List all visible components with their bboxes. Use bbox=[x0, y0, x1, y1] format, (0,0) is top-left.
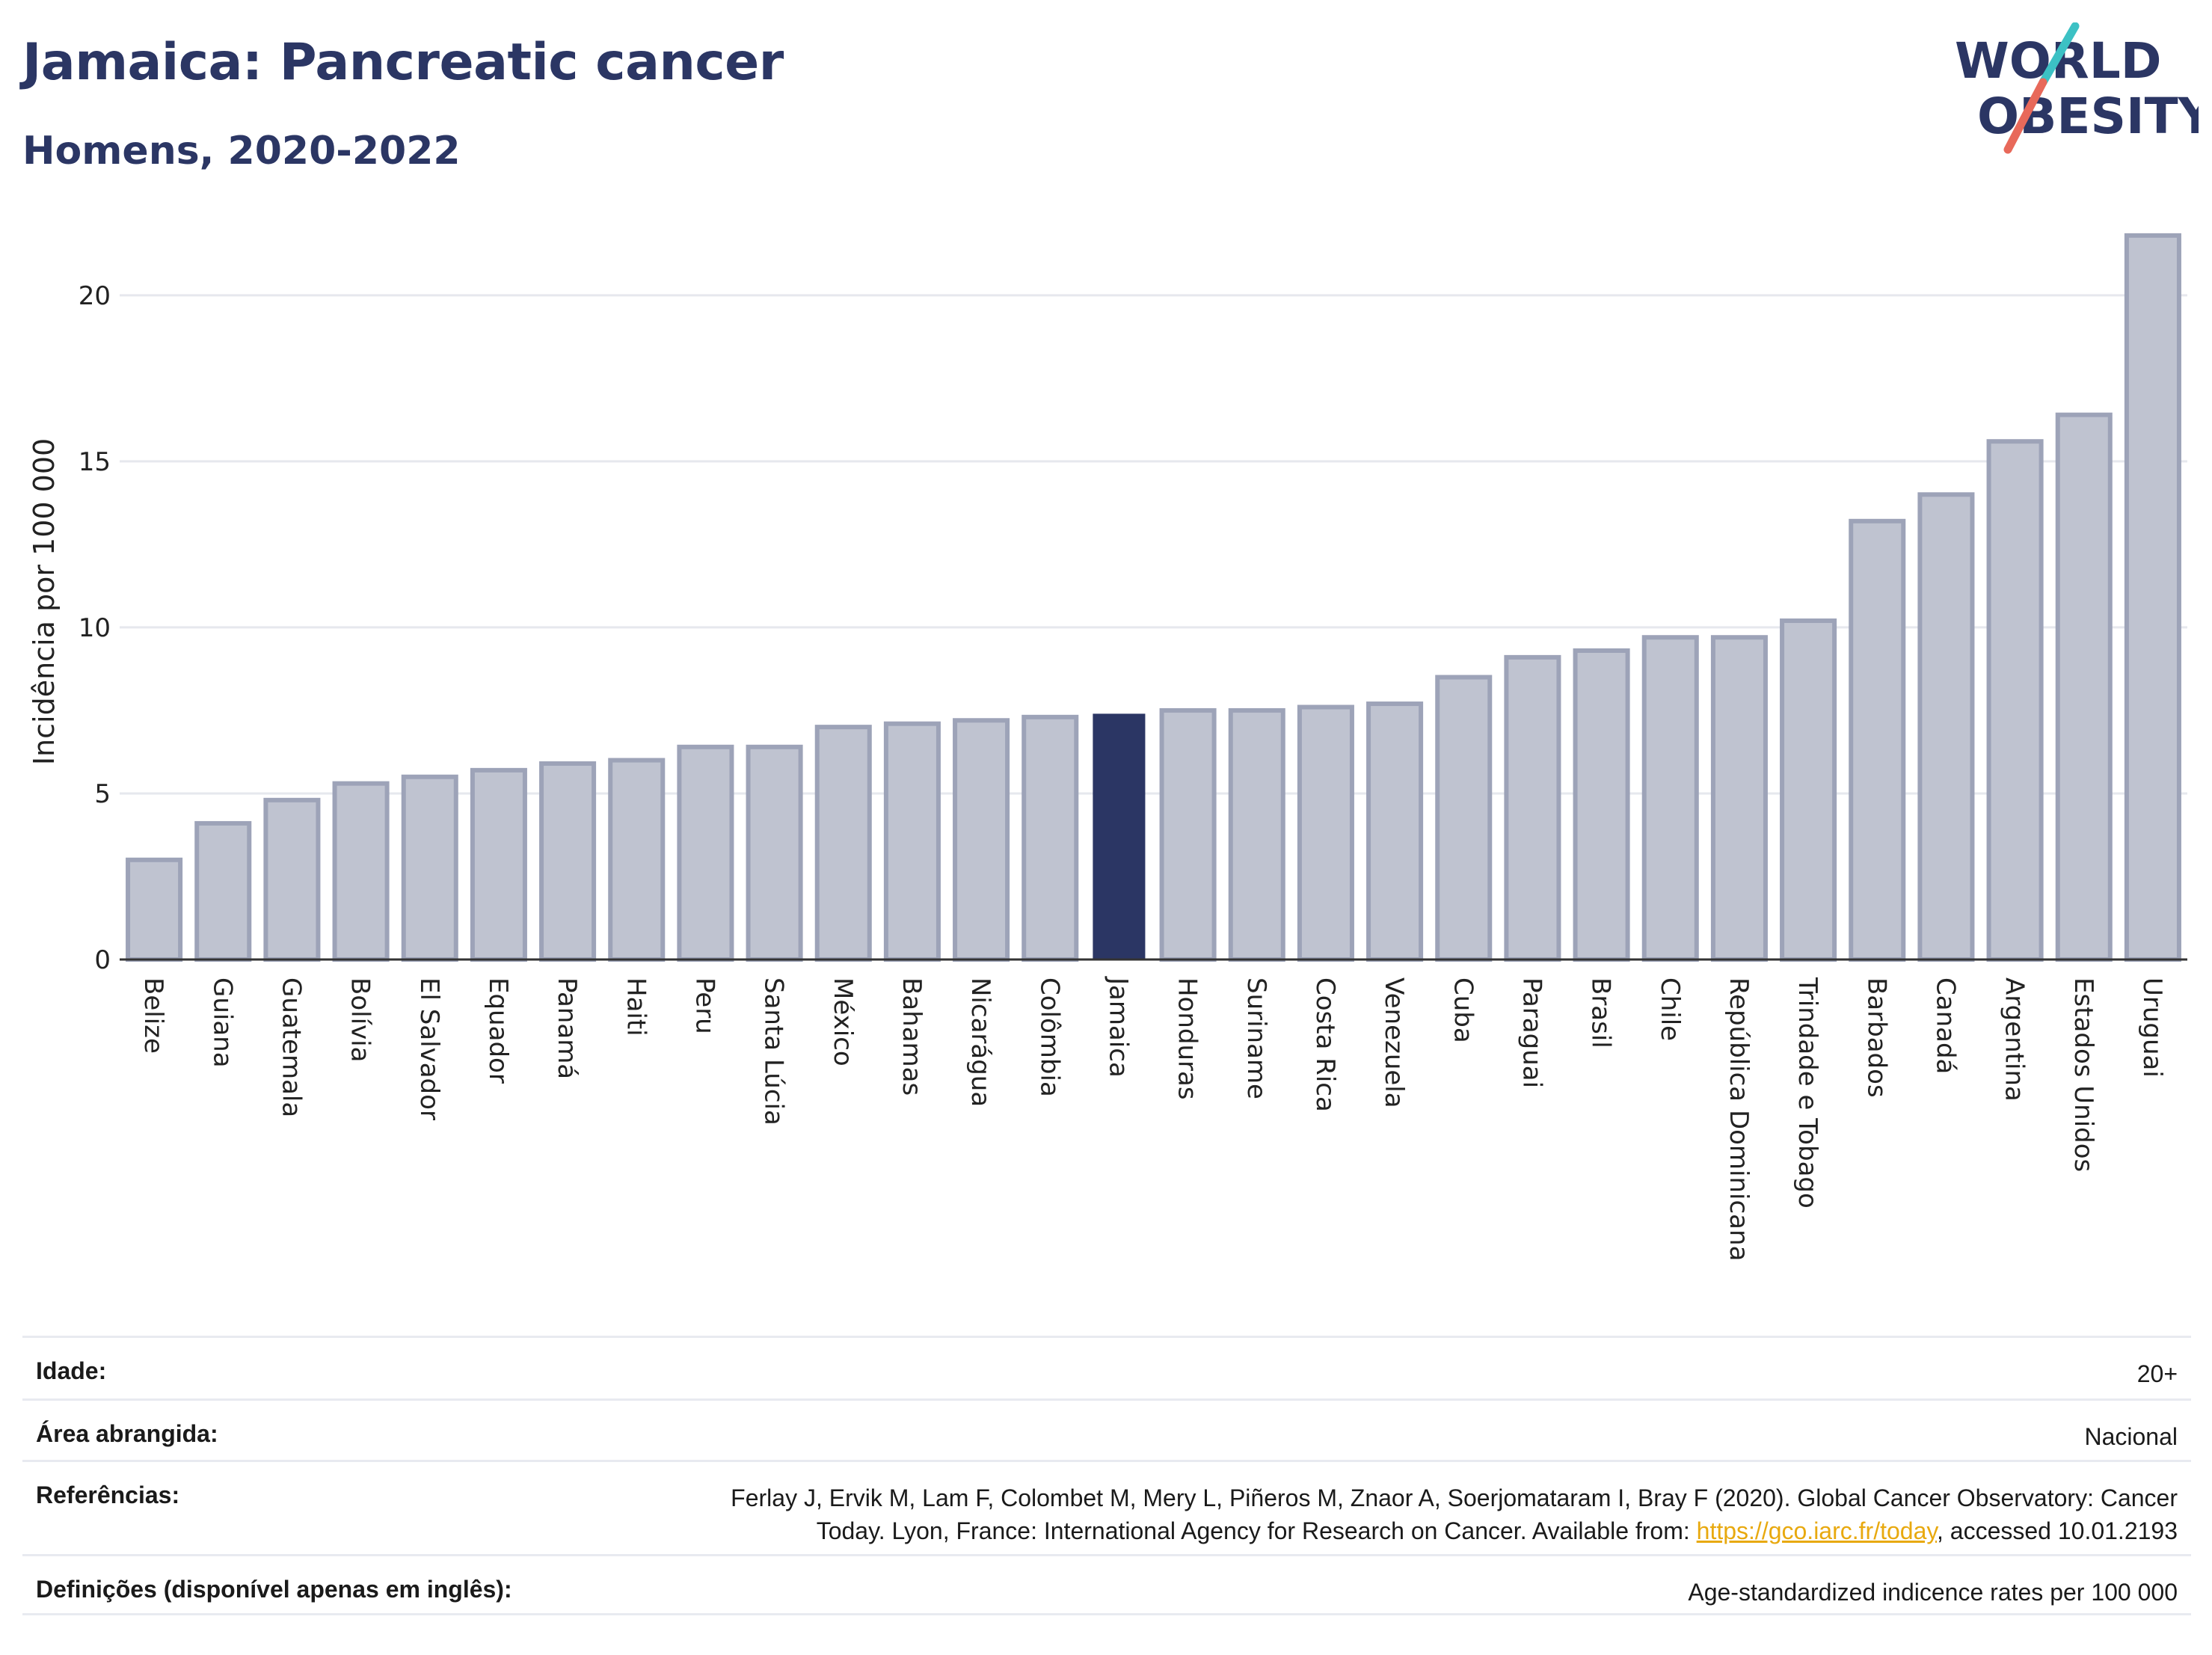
bar-peru bbox=[677, 744, 734, 962]
bar-venezuela bbox=[1366, 701, 1424, 962]
x-tick-label: Jamaica bbox=[1103, 976, 1133, 1078]
age-label: Idade: bbox=[36, 1357, 107, 1384]
logo-slash-icon bbox=[2039, 22, 2080, 87]
bar-guiana bbox=[194, 820, 252, 962]
x-tick-label: Venezuela bbox=[1379, 977, 1409, 1108]
x-tick-label: Argentina bbox=[2000, 977, 2030, 1102]
bar-chart: 0 5 10 15 20 Belize Guiana Guatemala Bolívia El … bbox=[28, 233, 2187, 1261]
x-tick-label: Peru bbox=[689, 977, 719, 1034]
bar-uruguai bbox=[2124, 233, 2181, 962]
bar-panamá bbox=[539, 761, 597, 962]
area-label: Área abrangida: bbox=[36, 1420, 218, 1447]
x-tick-label: Honduras bbox=[1173, 977, 1202, 1100]
x-tick-label: Barbados bbox=[1861, 977, 1891, 1098]
x-tick-label: Suriname bbox=[1241, 977, 1271, 1099]
x-tick-label: México bbox=[828, 977, 858, 1066]
chart-metadata-table: Idade: 20+ Área abrangida: Nacional Refe… bbox=[22, 1336, 2191, 1615]
bar-méxico bbox=[814, 725, 872, 962]
bar-chile bbox=[1641, 635, 1699, 962]
y-tick-label: 10 bbox=[79, 613, 111, 643]
definitions-label: Definições (disponível apenas em inglês)… bbox=[36, 1576, 512, 1603]
world-obesity-logo: WORLD OBESITY bbox=[1955, 22, 2199, 154]
bar-santa-lúcia bbox=[746, 744, 803, 962]
bar-colômbia bbox=[1021, 714, 1079, 962]
x-tick-label: Colômbia bbox=[1034, 977, 1064, 1097]
bar-honduras bbox=[1159, 707, 1217, 962]
x-tick-label: Equador bbox=[483, 977, 513, 1084]
bar-nicarágua bbox=[953, 718, 1010, 962]
metadata-row-references: Referências: Ferlay J, Ervik M, Lam F, C… bbox=[22, 1460, 2191, 1554]
x-tick-label: El Salvador bbox=[414, 977, 444, 1120]
x-tick-label: Belize bbox=[138, 977, 168, 1054]
page-subtitle: Homens, 2020-2022 bbox=[22, 129, 461, 174]
bar-equador bbox=[470, 767, 527, 962]
bar-suriname bbox=[1228, 707, 1285, 962]
bar-brasil bbox=[1573, 648, 1630, 962]
bar-trindade-e-tobago bbox=[1780, 618, 1837, 962]
reference-line-1: Ferlay J, Ervik M, Lam F, Colombet M, Me… bbox=[731, 1484, 2178, 1511]
bar-costa-rica bbox=[1297, 704, 1354, 962]
x-tick-label: Uruguai bbox=[2137, 977, 2167, 1078]
bar-jamaica bbox=[1093, 713, 1146, 959]
bar-bolívia bbox=[332, 781, 390, 962]
x-tick-label: Estados Unidos bbox=[2068, 977, 2098, 1172]
bar-belize bbox=[126, 857, 183, 962]
x-tick-label: Chile bbox=[1655, 977, 1685, 1041]
x-tick-label: República Dominicana bbox=[1724, 977, 1754, 1261]
reference-line-2-start: Today. Lyon, France: International Agenc… bbox=[816, 1517, 1697, 1544]
x-tick-label: Brasil bbox=[1586, 977, 1616, 1048]
bar-república-dominicana bbox=[1710, 635, 1768, 962]
bar-haiti bbox=[608, 758, 666, 962]
y-tick-label: 20 bbox=[79, 281, 111, 311]
x-tick-label: Trindade e Tobago bbox=[1792, 977, 1822, 1209]
y-axis-ticks: 0 5 10 15 20 bbox=[79, 281, 111, 975]
age-value: 20+ bbox=[2136, 1360, 2178, 1387]
x-tick-label: Santa Lúcia bbox=[759, 977, 789, 1126]
metadata-row-area: Área abrangida: Nacional bbox=[22, 1398, 2191, 1460]
x-tick-label: Canadá bbox=[1930, 977, 1960, 1074]
bar-bahamas bbox=[883, 721, 941, 962]
definitions-value: Age-standardized indicence rates per 100… bbox=[1688, 1579, 2178, 1606]
x-tick-label: Costa Rica bbox=[1310, 977, 1340, 1112]
x-tick-label: Bahamas bbox=[897, 977, 927, 1096]
x-tick-label: Nicarágua bbox=[965, 977, 995, 1107]
bar-cuba bbox=[1435, 675, 1493, 962]
x-tick-label: Paraguai bbox=[1517, 977, 1546, 1088]
y-tick-label: 5 bbox=[94, 779, 111, 809]
page-title: Jamaica: Pancreatic cancer bbox=[22, 33, 784, 92]
bar-guatemala bbox=[263, 797, 321, 962]
x-tick-label: Bolívia bbox=[345, 977, 375, 1062]
bar-estados-unidos bbox=[2055, 412, 2113, 962]
references-label: Referências: bbox=[36, 1481, 180, 1508]
x-axis-labels: Belize Guiana Guatemala Bolívia El Salvador E… bbox=[138, 976, 2167, 1261]
bar-canadá bbox=[1917, 492, 1975, 962]
bar-el-salvador bbox=[401, 774, 458, 962]
reference-line-2-end: , accessed 10.01.2193 bbox=[1936, 1517, 2178, 1544]
x-tick-label: Cuba bbox=[1448, 977, 1478, 1043]
logo-slash-lower-icon bbox=[2003, 78, 2047, 154]
reference-link[interactable]: https://gco.iarc.fr/today bbox=[1696, 1517, 1937, 1544]
bar-paraguai bbox=[1504, 654, 1561, 962]
chart-bars bbox=[126, 233, 2181, 962]
y-tick-label: 15 bbox=[79, 447, 111, 477]
area-value: Nacional bbox=[2084, 1423, 2178, 1450]
x-tick-label: Guatemala bbox=[276, 977, 306, 1117]
chart-gridlines bbox=[120, 294, 2187, 795]
metadata-row-age: Idade: 20+ bbox=[22, 1336, 2191, 1398]
bar-barbados bbox=[1849, 518, 1906, 962]
x-tick-label: Panamá bbox=[552, 977, 582, 1079]
x-tick-label: Haiti bbox=[621, 977, 651, 1037]
references-value: Ferlay J, Ervik M, Lam F, Colombet M, Me… bbox=[731, 1481, 2178, 1547]
metadata-row-definitions: Definições (disponível apenas em inglês)… bbox=[22, 1554, 2191, 1615]
x-tick-label: Guiana bbox=[207, 977, 237, 1068]
y-tick-label: 0 bbox=[94, 945, 111, 975]
y-axis-label: Incidência por 100 000 bbox=[28, 438, 61, 765]
bar-argentina bbox=[1986, 439, 2044, 962]
